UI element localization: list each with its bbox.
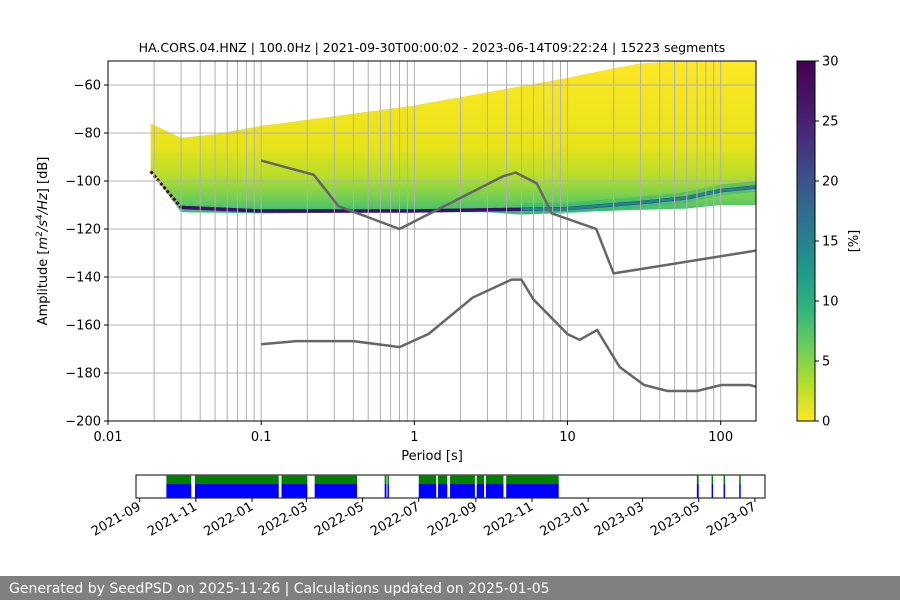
- colorbar: [796, 60, 816, 422]
- timeline-ticks: 2021-09 2021-11 2022-01 2022-03 2022-05 2022-…: [89, 498, 759, 540]
- timeline-tick-label: 2023-07: [704, 499, 759, 539]
- coverage-available: [450, 475, 475, 484]
- x-tick-label: 10: [559, 430, 576, 445]
- y-tick-label: −120: [65, 223, 101, 238]
- ppsd-heatmap: [149, 61, 756, 215]
- timeline-tick-label: 2022-01: [201, 499, 256, 539]
- x-axis-label: Period [s]: [401, 449, 463, 464]
- coverage-used: [485, 484, 504, 498]
- coverage-used: [166, 484, 192, 498]
- coverage-used: [438, 484, 448, 498]
- colorbar-tick-label: 20: [822, 175, 839, 190]
- timeline-tick-label: 2022-09: [425, 499, 480, 539]
- y-tick-label: −60: [74, 79, 101, 94]
- coverage-used: [314, 484, 358, 498]
- coverage-used: [384, 484, 387, 498]
- coverage-used: [506, 484, 559, 498]
- timeline-tick-label: 2022-07: [368, 499, 423, 539]
- x-tick-label: 0.1: [251, 430, 272, 445]
- coverage-available: [387, 475, 389, 484]
- y-label-part-1: Amplitude [: [36, 250, 51, 326]
- timeline-tick-label: 2021-09: [89, 499, 144, 539]
- timeline-tick-label: 2023-03: [592, 499, 647, 539]
- coverage-available: [739, 475, 741, 484]
- coverage-used: [450, 484, 475, 498]
- timeline-tick-label: 2022-05: [312, 499, 367, 539]
- coverage-available: [723, 475, 726, 484]
- coverage-used: [387, 484, 389, 498]
- coverage-used: [281, 484, 308, 498]
- coverage-used: [696, 484, 699, 498]
- coverage-available: [438, 475, 448, 484]
- colorbar-tick-label: 30: [822, 55, 839, 70]
- y-tick-label: −180: [65, 367, 101, 382]
- coverage-available: [166, 475, 192, 484]
- coverage-used: [739, 484, 741, 498]
- y-tick-label: −200: [65, 415, 101, 430]
- coverage-used: [476, 484, 485, 498]
- coverage-available: [506, 475, 559, 484]
- y-label-part-6: Hz: [36, 192, 51, 210]
- colorbar-tick-label: 10: [822, 295, 839, 310]
- coverage-available: [194, 475, 279, 484]
- coverage-used: [711, 484, 714, 498]
- high-noise-model: [260, 159, 756, 275]
- timeline-tick-label: 2022-11: [481, 499, 536, 539]
- y-tick-label: −140: [65, 271, 101, 286]
- y-label-part-3: /: [36, 225, 51, 232]
- ppsd-mode-line-long: [522, 185, 756, 211]
- coverage-used: [418, 484, 437, 498]
- y-tick-label: −160: [65, 319, 101, 334]
- timeline-tick-label: 2021-11: [145, 499, 200, 539]
- timeline-tick-label: 2023-01: [538, 499, 593, 539]
- coverage-used: [723, 484, 726, 498]
- coverage-used: [194, 484, 279, 498]
- y-axis-ticks: −200 −180 −160 −140 −120 −100 −80 −60: [65, 79, 108, 430]
- plot-frame: [107, 60, 757, 422]
- x-tick-label: 1: [410, 430, 418, 445]
- colorbar-tick-label: 5: [822, 355, 830, 370]
- chart-title: HA.CORS.04.HNZ | 100.0Hz | 2021-09-30T00…: [139, 40, 726, 55]
- y-tick-label: −80: [74, 127, 101, 142]
- coverage-available: [418, 475, 437, 484]
- timeline-tick-label: 2023-05: [648, 499, 703, 539]
- timeline-tick-label: 2022-03: [256, 499, 311, 539]
- y-label-sup-1: 2: [35, 231, 45, 237]
- ppsd-probability-band: [150, 61, 756, 215]
- coverage-available: [711, 475, 714, 484]
- y-label-sup-2: 4: [35, 214, 45, 220]
- coverage-available: [696, 475, 699, 484]
- x-axis-ticks: 0.01 0.1 1 10 100: [94, 421, 733, 445]
- coverage-available: [476, 475, 485, 484]
- y-label-part-4: s: [36, 220, 51, 227]
- colorbar-tick-label: 0: [822, 415, 830, 430]
- y-tick-label: −100: [65, 175, 101, 190]
- y-label-part-5: /: [36, 208, 51, 215]
- data-coverage-timeline: [166, 475, 741, 498]
- coverage-available: [384, 475, 387, 484]
- y-label-part-7: ] [dB]: [36, 157, 51, 194]
- low-noise-model: [261, 278, 756, 393]
- coverage-available: [281, 475, 308, 484]
- period-grid: [108, 61, 756, 421]
- noise-models: [260, 159, 756, 393]
- x-tick-label: 0.01: [94, 430, 123, 445]
- colorbar-label: [%]: [847, 230, 862, 253]
- y-axis-label: Amplitude [m2/s4/Hz] [dB]: [35, 157, 51, 326]
- colorbar-ticks: 0 5 10 15 20 25 30: [815, 55, 839, 430]
- colorbar-tick-label: 25: [822, 115, 839, 130]
- footer: Generated by SeedPSD on 2025-11-26 | Cal…: [0, 576, 900, 600]
- coverage-available: [314, 475, 358, 484]
- ppsd-short-period-edge: [149, 170, 183, 209]
- coverage-available: [485, 475, 504, 484]
- colorbar-tick-label: 15: [822, 235, 839, 250]
- x-tick-label: 100: [708, 430, 733, 445]
- y-label-part-2: m: [36, 237, 51, 250]
